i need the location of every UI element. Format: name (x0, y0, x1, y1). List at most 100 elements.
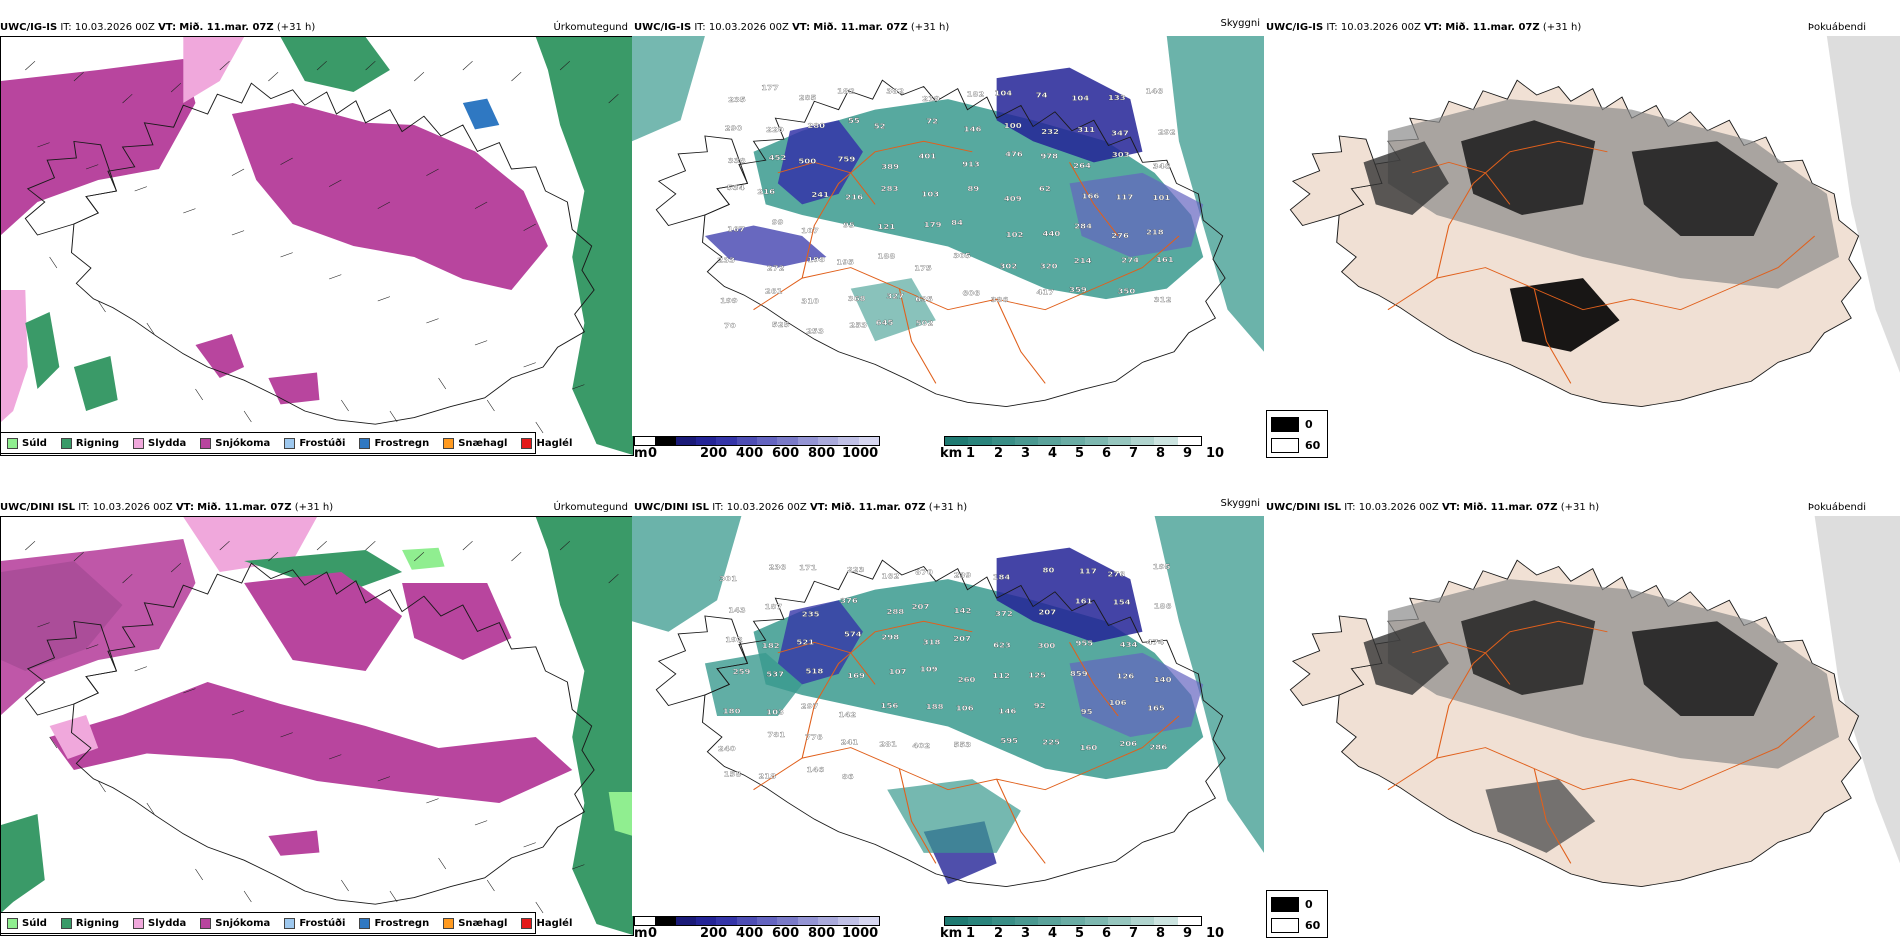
summit-label: 158 (724, 770, 742, 778)
it-value: 10.03.2026 00Z (1358, 502, 1439, 513)
colorbar-swatch (1154, 917, 1178, 925)
summit-label: 216 (845, 193, 863, 201)
row2-cloud-map: 301 236 171 223 162 870 239 184 80 117 276 195 143 18… (632, 516, 1264, 916)
summit-label: 401 (918, 152, 936, 160)
colorbar-tick: 10 (1206, 446, 1225, 461)
lead-time: (+31 h) (928, 502, 968, 513)
it-label: IT: (1326, 22, 1338, 33)
colorbar-swatch (838, 917, 859, 925)
summit-label: 125 (1028, 671, 1046, 679)
legend-item: Slydda (133, 917, 186, 929)
fog-legend-item: 0 (1271, 417, 1313, 432)
it-label: IT: (1344, 502, 1356, 513)
summit-label: 298 (881, 633, 899, 641)
summit-label: 312 (1154, 296, 1172, 304)
legend-item: Snæhagl (443, 917, 507, 929)
legend-item: Frostúði (284, 917, 345, 929)
colorbar-tick: 0 (648, 926, 658, 941)
colorbar-unit: m (634, 446, 648, 461)
summit-label: 72 (926, 117, 938, 125)
colorbar-swatch (1107, 437, 1132, 445)
legend-item: Slydda (133, 437, 186, 449)
legend-label: Snjókoma (215, 917, 271, 929)
summit-label: 177 (761, 84, 779, 92)
colorbar-swatch (1131, 917, 1155, 925)
colorbar-swatch (1061, 437, 1085, 445)
colorbar-tick: 400 (736, 926, 764, 941)
summit-label: 606 (962, 289, 980, 297)
legend-item: Súld (7, 917, 47, 929)
summit-label: 281 (879, 740, 897, 748)
swatch (200, 437, 212, 449)
colorbar-swatches (634, 916, 880, 926)
colorbar-swatch (858, 917, 879, 925)
row1-cloud-header: UWC/IG-IS IT: 10.03.2026 00Z VT: Mið. 11… (634, 22, 1264, 36)
colorbar-tick: 400 (736, 446, 764, 461)
colorbar-unit: km (940, 446, 963, 461)
colorbar-swatch (968, 917, 992, 925)
colorbar-swatches (634, 436, 880, 446)
model-name: UWC/DINI ISL (634, 502, 710, 513)
summit-label: 233 (717, 256, 735, 264)
colorbar-tick: 200 (700, 926, 728, 941)
summit-label: 187 (765, 603, 783, 611)
summit-label: 402 (912, 741, 930, 749)
summit-label: 280 (807, 121, 825, 129)
summit-label: 253 (849, 321, 867, 329)
legend-item: Frostúði (284, 437, 345, 449)
summit-label: 521 (796, 638, 814, 646)
colorbar-tick: 4 (1048, 446, 1058, 461)
fog-swatch (1271, 897, 1299, 912)
row2-fog-panel: UWC/DINI ISL IT: 10.03.2026 00Z VT: Mið.… (1266, 492, 1900, 944)
summit-label: 346 (1153, 162, 1171, 170)
summit-label: 276 (1107, 570, 1125, 578)
swatch (521, 437, 533, 449)
summit-label: 180 (723, 707, 741, 715)
summit-label: 84 (951, 218, 963, 226)
colorbar-tick: 800 (808, 446, 836, 461)
summit-label: 70 (724, 322, 736, 330)
lead-time: (+31 h) (276, 22, 316, 33)
fog-value: 0 (1305, 898, 1313, 911)
it-label: IT: (694, 22, 706, 33)
summit-label: 167 (727, 225, 745, 233)
colorbar-tick: 5 (1075, 446, 1085, 461)
summit-label: 175 (914, 264, 932, 272)
summit-label: 89 (967, 185, 979, 193)
summit-label: 161 (1156, 256, 1174, 264)
summit-label: 154 (1113, 598, 1131, 606)
row1-fog-header: UWC/IG-IS IT: 10.03.2026 00Z VT: Mið. 11… (1266, 22, 1900, 36)
legend-label: Snæhagl (458, 437, 508, 449)
summit-label: 776 (805, 733, 823, 741)
summit-label: 106 (956, 704, 974, 712)
colorbar-tick: 3 (1021, 446, 1031, 461)
colorbar-swatch (1038, 917, 1062, 925)
summit-label: 140 (1154, 675, 1172, 683)
summit-label: 368 (848, 295, 866, 303)
summit-label: 253 (806, 327, 824, 335)
colorbar-swatch (797, 917, 818, 925)
legend-label: Haglél (536, 437, 573, 449)
summit-label: 518 (806, 667, 824, 675)
row2-fog-title: Þokuábendi (1807, 502, 1866, 513)
swatch (133, 437, 145, 449)
legend-item: Snæhagl (443, 437, 508, 449)
summit-label: 169 (847, 672, 865, 680)
vt-label: VT: (809, 502, 828, 513)
summit-label: 184 (993, 573, 1011, 581)
vt-value: Mið. 11.mar. 07Z (197, 502, 292, 513)
summit-label: 955 (1075, 639, 1093, 647)
summit-label: 870 (915, 568, 933, 576)
summit-label: 290 (725, 124, 743, 132)
colorbar-swatch (736, 437, 757, 445)
row2-fog-map (1266, 516, 1900, 916)
summit-label: 318 (923, 638, 941, 646)
lead-time: (+31 h) (910, 22, 950, 33)
summit-label: 264 (1073, 162, 1091, 170)
summit-label: 52 (874, 122, 886, 130)
colorbar-tick: 9 (1183, 926, 1193, 941)
summit-label: 126 (1116, 672, 1134, 680)
colorbar-swatch (968, 437, 992, 445)
summit-label: 310 (801, 297, 819, 305)
summit-label: 286 (1149, 743, 1167, 751)
